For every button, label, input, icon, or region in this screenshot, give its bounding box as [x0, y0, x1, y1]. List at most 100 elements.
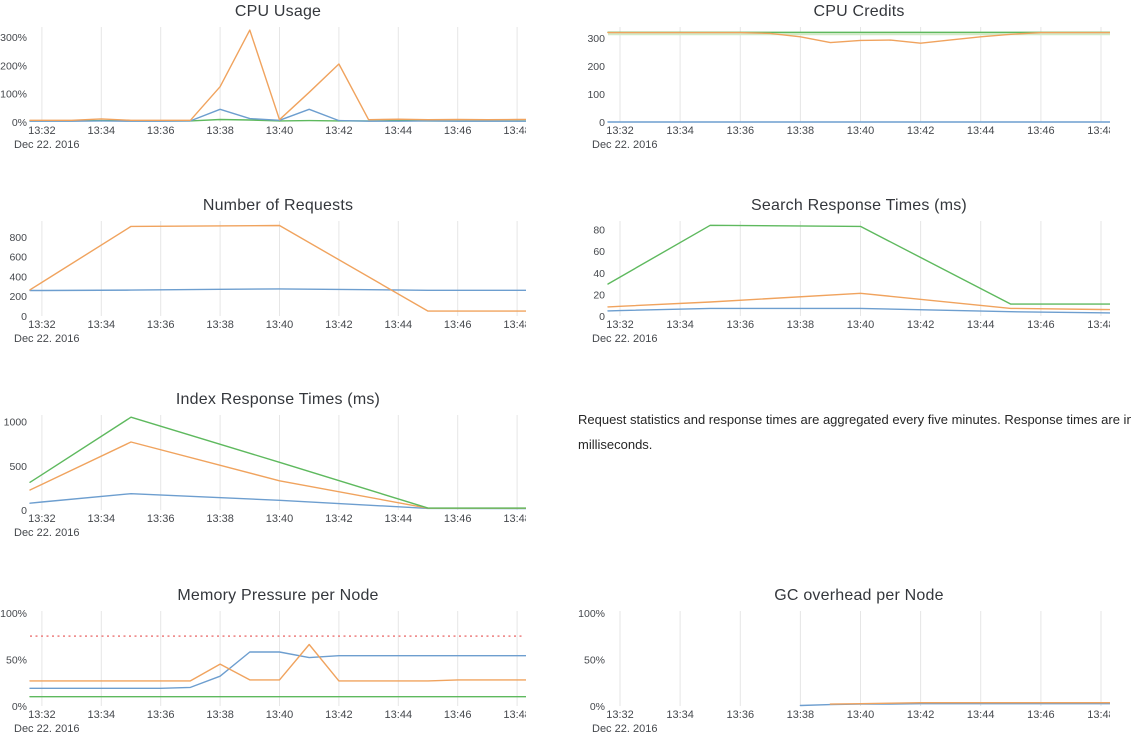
x-tick-label: 13:48	[503, 319, 526, 331]
y-tick-label: 0%	[12, 117, 27, 129]
chart-title: Memory Pressure per Node	[177, 587, 379, 604]
x-tick-label: 13:46	[1027, 125, 1055, 137]
date-label: Dec 22. 2016	[592, 723, 657, 735]
y-tick-label: 40	[593, 268, 605, 280]
x-tick-label: 13:40	[266, 709, 294, 721]
y-tick-label: 300%	[0, 32, 27, 44]
x-tick-label: 13:44	[385, 319, 413, 331]
x-tick-label: 13:42	[907, 709, 935, 721]
series-green	[29, 416, 526, 509]
chart-number-of-requests: Number of Requests 0 200 400 600 800 13:32 13:3…	[0, 194, 526, 346]
y-tick-label: 0%	[590, 701, 605, 713]
y-tick-label: 60	[593, 246, 605, 258]
x-tick-label: 13:42	[907, 319, 935, 331]
y-tick-label: 20	[593, 289, 605, 301]
x-tick-label: 13:40	[847, 319, 875, 331]
chart-cpu-usage: CPU Usage 0% 100% 200% 300% 13:32 13:34 13:36 13…	[0, 0, 526, 152]
series-orange	[607, 292, 1110, 311]
x-tick-label: 13:36	[147, 709, 175, 721]
x-tick-label: 13:34	[666, 319, 694, 331]
y-tick-label: 50%	[584, 654, 605, 666]
x-tick-label: 13:32	[28, 709, 56, 721]
y-tick-label: 0	[21, 505, 27, 517]
y-tick-label: 0%	[12, 701, 27, 713]
y-tick-label: 1000	[4, 417, 28, 429]
series-orange	[29, 441, 526, 509]
x-tick-label: 13:44	[385, 513, 413, 525]
chart-search-response-times-ms: Search Response Times (ms) 0 20 40 60 80 13:32…	[578, 194, 1110, 346]
chart-title: CPU Credits	[813, 3, 905, 20]
y-tick-label: 400	[9, 271, 27, 283]
note-line-2: milliseconds.	[578, 437, 653, 452]
series-orange	[29, 29, 526, 122]
date-label: Dec 22. 2016	[14, 333, 79, 345]
series-blue	[29, 492, 526, 510]
x-tick-label: 13:38	[206, 319, 234, 331]
y-tick-label: 300	[587, 33, 605, 45]
x-tick-label: 13:38	[206, 125, 234, 137]
date-label: Dec 22. 2016	[592, 333, 657, 345]
x-tick-label: 13:44	[385, 125, 413, 137]
x-tick-label: 13:34	[88, 319, 116, 331]
x-tick-label: 13:34	[88, 125, 116, 137]
aggregation-note: Request statistics and response times ar…	[578, 407, 1131, 457]
x-tick-label: 13:34	[88, 513, 116, 525]
x-tick-label: 13:40	[847, 709, 875, 721]
x-tick-label: 13:48	[1087, 319, 1110, 331]
x-tick-label: 13:34	[666, 125, 694, 137]
series-blue	[607, 307, 1110, 314]
note-line-1: Request statistics and response times ar…	[578, 412, 1131, 427]
y-tick-label: 200%	[0, 61, 27, 73]
series-orange	[29, 643, 526, 682]
x-tick-label: 13:32	[28, 319, 56, 331]
x-tick-label: 13:46	[444, 709, 472, 721]
chart-index-response-times-ms: Index Response Times (ms) 0 500 1000 13:32 13…	[0, 388, 526, 540]
chart-plot: 0 500 1000 13:32 13:34 13:36 13:38 13:40 13:42 13…	[4, 415, 526, 539]
y-tick-label: 100%	[578, 608, 605, 620]
y-tick-label: 0	[599, 311, 605, 323]
x-tick-label: 13:42	[325, 319, 353, 331]
series-orange	[829, 701, 1110, 705]
x-tick-label: 13:46	[1027, 319, 1055, 331]
x-tick-label: 13:36	[727, 125, 755, 137]
y-tick-label: 600	[9, 252, 27, 264]
series-blue	[29, 651, 526, 690]
x-tick-label: 13:38	[787, 319, 815, 331]
date-label: Dec 22. 2016	[592, 139, 657, 151]
y-tick-label: 100%	[0, 89, 27, 101]
x-tick-label: 13:42	[325, 125, 353, 137]
chart-title: GC overhead per Node	[774, 587, 944, 604]
x-tick-label: 13:46	[444, 125, 472, 137]
y-tick-label: 0	[599, 117, 605, 129]
x-tick-label: 13:38	[787, 125, 815, 137]
x-tick-label: 13:40	[266, 319, 294, 331]
x-tick-label: 13:48	[503, 513, 526, 525]
x-tick-label: 13:36	[147, 513, 175, 525]
x-tick-label: 13:36	[147, 319, 175, 331]
x-tick-label: 13:36	[727, 319, 755, 331]
x-tick-label: 13:44	[385, 709, 413, 721]
x-tick-label: 13:42	[325, 513, 353, 525]
x-tick-label: 13:36	[147, 125, 175, 137]
chart-title: Number of Requests	[202, 197, 354, 214]
x-tick-label: 13:32	[28, 513, 56, 525]
y-tick-label: 50%	[6, 654, 27, 666]
y-tick-label: 100%	[0, 608, 27, 620]
date-label: Dec 22. 2016	[14, 723, 79, 735]
x-tick-label: 13:44	[967, 125, 995, 137]
x-tick-label: 13:46	[444, 513, 472, 525]
y-tick-label: 500	[9, 461, 27, 473]
series-blue	[29, 288, 526, 292]
series-orange	[29, 224, 526, 312]
y-tick-label: 800	[9, 232, 27, 244]
chart-gc-overhead-per-node: GC overhead per Node 0% 50% 100% 13:32 13:34 1…	[578, 584, 1110, 736]
x-tick-label: 13:40	[266, 513, 294, 525]
x-tick-label: 13:46	[1027, 709, 1055, 721]
x-tick-label: 13:34	[88, 709, 116, 721]
y-tick-label: 100	[587, 89, 605, 101]
x-tick-label: 13:32	[606, 319, 634, 331]
series-green	[607, 224, 1110, 305]
y-tick-label: 200	[9, 291, 27, 303]
chart-plot: 0% 100% 200% 300% 13:32 13:34 13:36 13:38 13:40 1…	[0, 27, 526, 151]
y-tick-label: 80	[593, 225, 605, 237]
